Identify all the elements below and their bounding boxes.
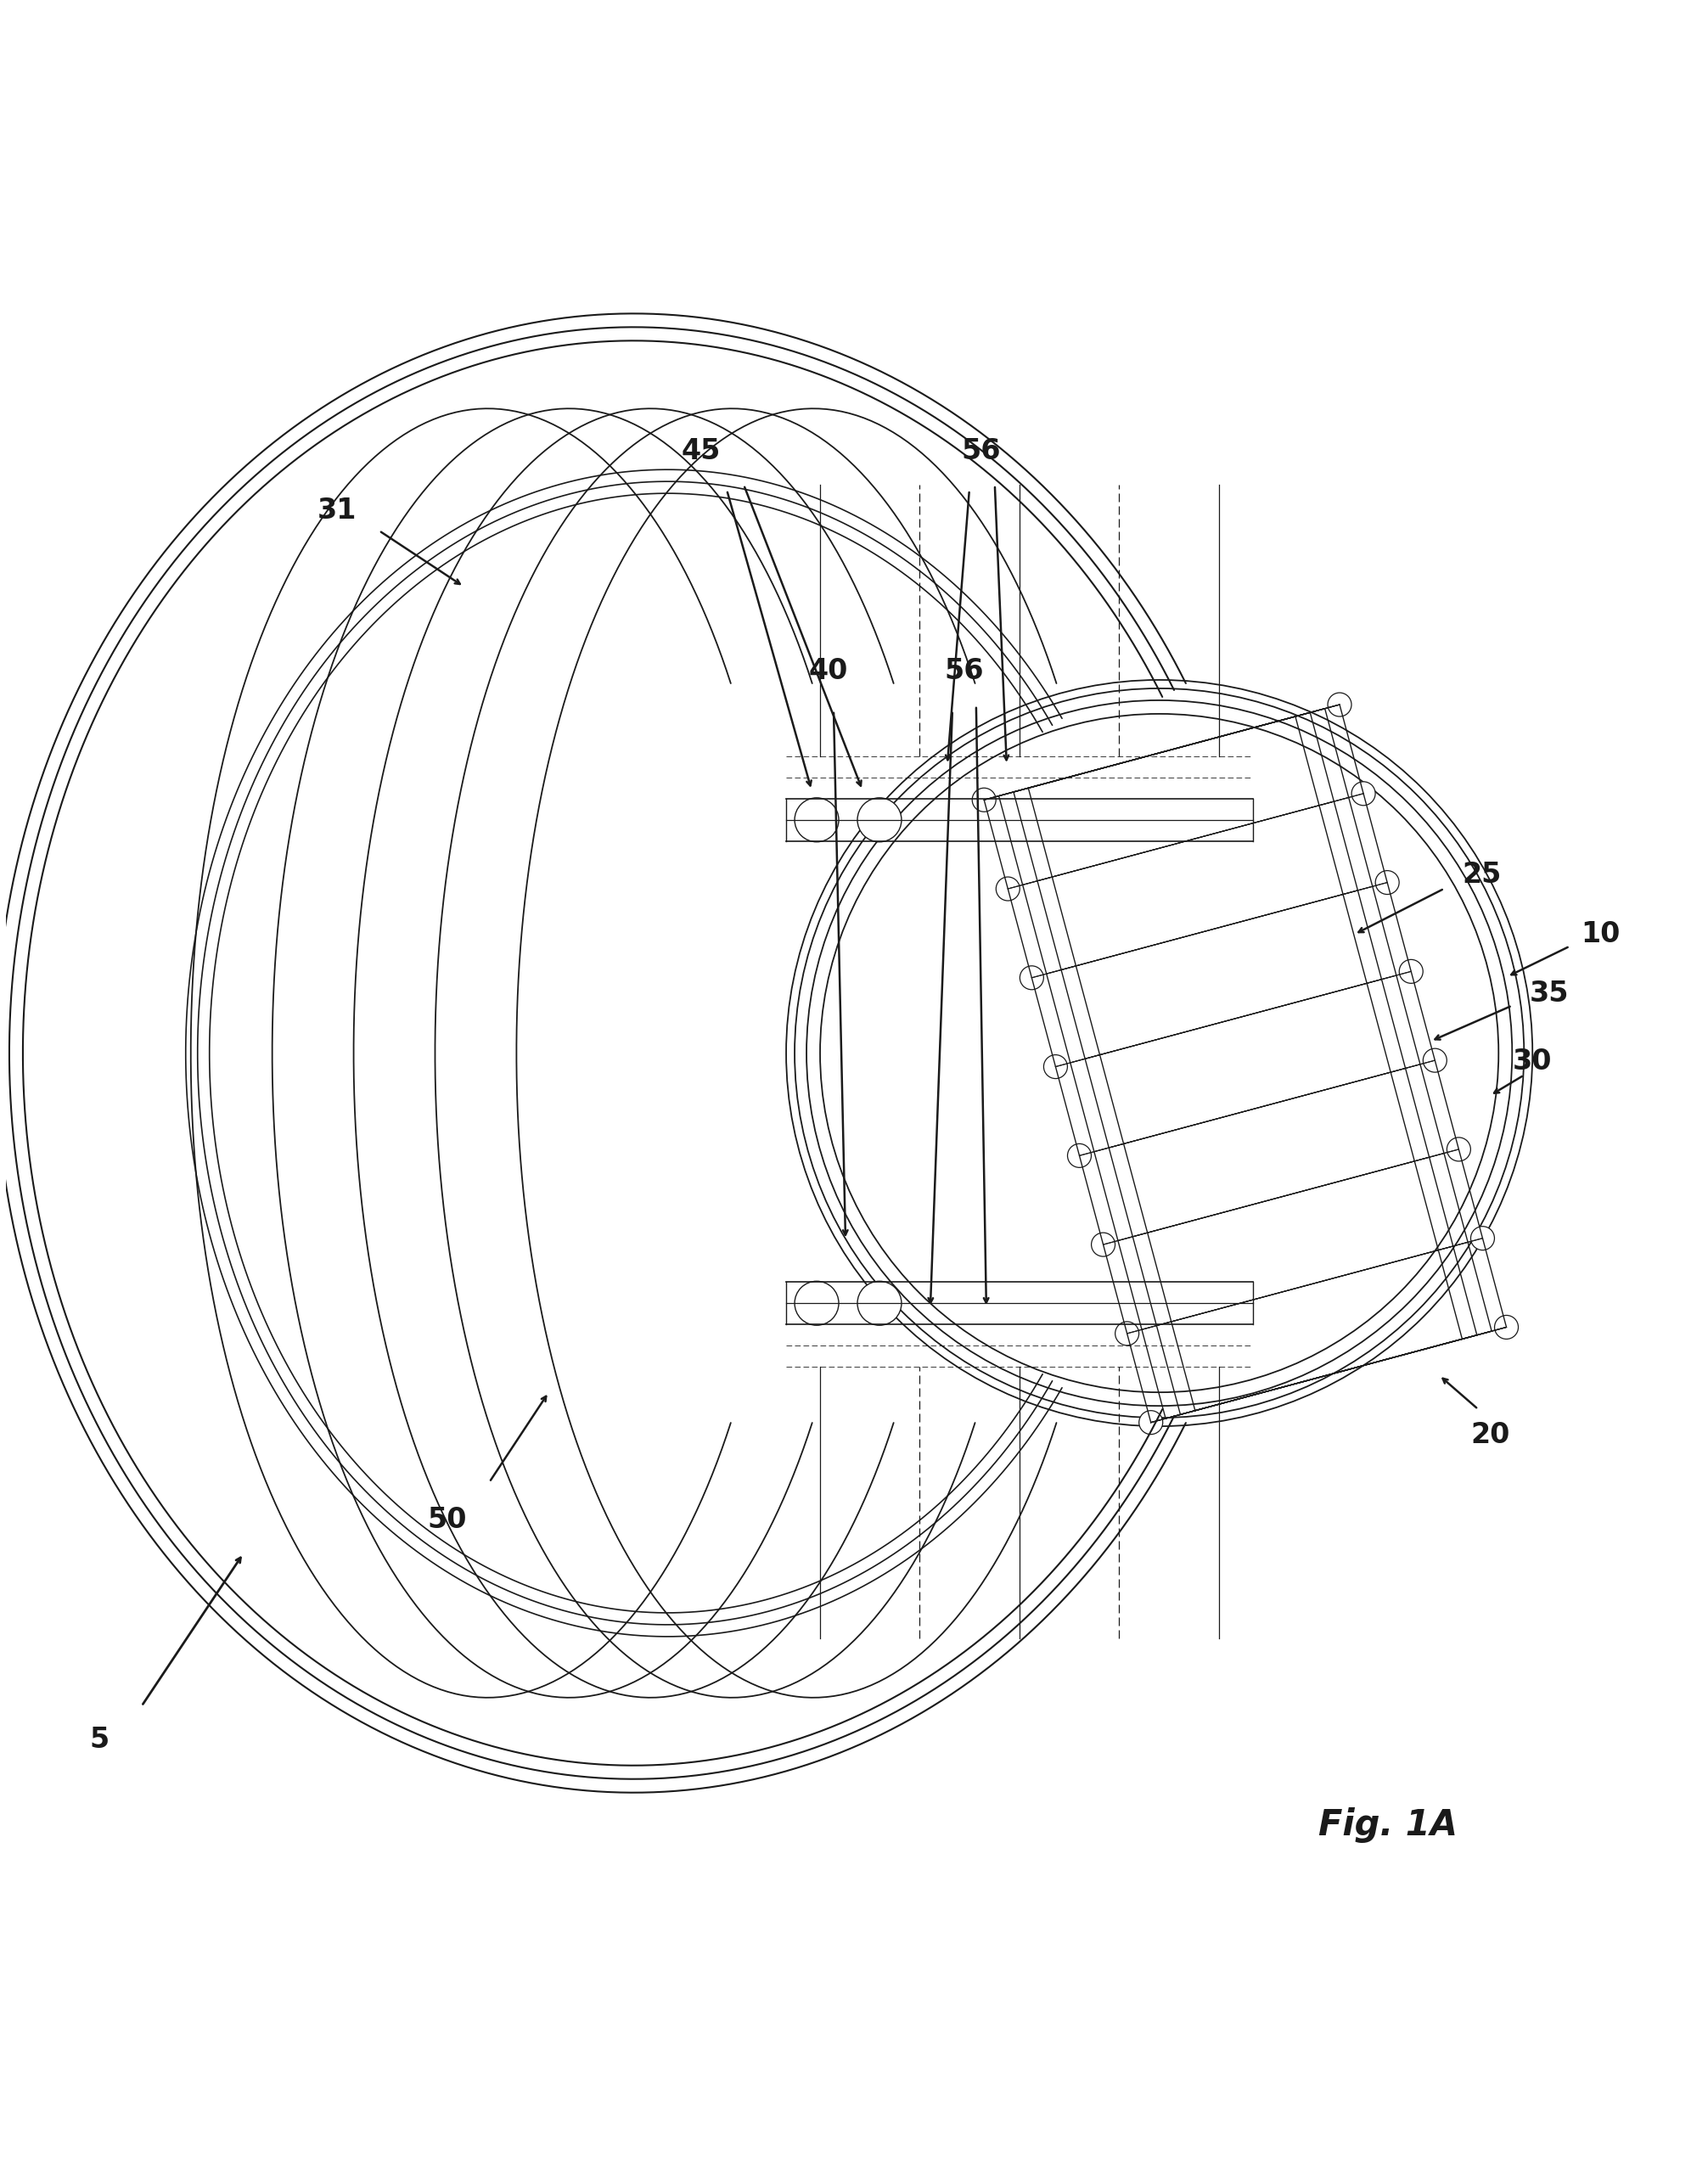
Circle shape: [996, 876, 1020, 900]
Text: 35: 35: [1530, 980, 1570, 1009]
Circle shape: [1091, 1233, 1115, 1257]
Circle shape: [1327, 694, 1351, 717]
Circle shape: [1139, 1411, 1163, 1435]
Text: 31: 31: [318, 496, 357, 524]
Circle shape: [1351, 783, 1375, 804]
Circle shape: [794, 1280, 839, 1326]
Circle shape: [1375, 870, 1399, 894]
Text: 45: 45: [681, 437, 721, 465]
Circle shape: [1494, 1315, 1518, 1339]
Text: 56: 56: [962, 437, 1001, 465]
Text: 40: 40: [810, 657, 849, 685]
Text: 56: 56: [945, 657, 984, 685]
Circle shape: [1423, 1048, 1447, 1072]
Circle shape: [972, 787, 996, 811]
Circle shape: [1471, 1226, 1494, 1250]
Text: 25: 25: [1462, 861, 1501, 889]
Circle shape: [1115, 1322, 1139, 1346]
Circle shape: [1020, 965, 1044, 989]
Circle shape: [1068, 1144, 1091, 1167]
Text: 5: 5: [89, 1726, 109, 1754]
Text: Fig. 1A: Fig. 1A: [1319, 1807, 1459, 1844]
Circle shape: [1447, 1137, 1471, 1161]
Text: 30: 30: [1513, 1048, 1553, 1076]
Circle shape: [857, 798, 902, 841]
Circle shape: [1044, 1054, 1068, 1078]
Circle shape: [857, 1280, 902, 1326]
Text: 20: 20: [1471, 1420, 1510, 1448]
Text: 50: 50: [427, 1507, 466, 1533]
Circle shape: [1399, 959, 1423, 983]
Text: 10: 10: [1580, 920, 1619, 948]
Circle shape: [794, 798, 839, 841]
